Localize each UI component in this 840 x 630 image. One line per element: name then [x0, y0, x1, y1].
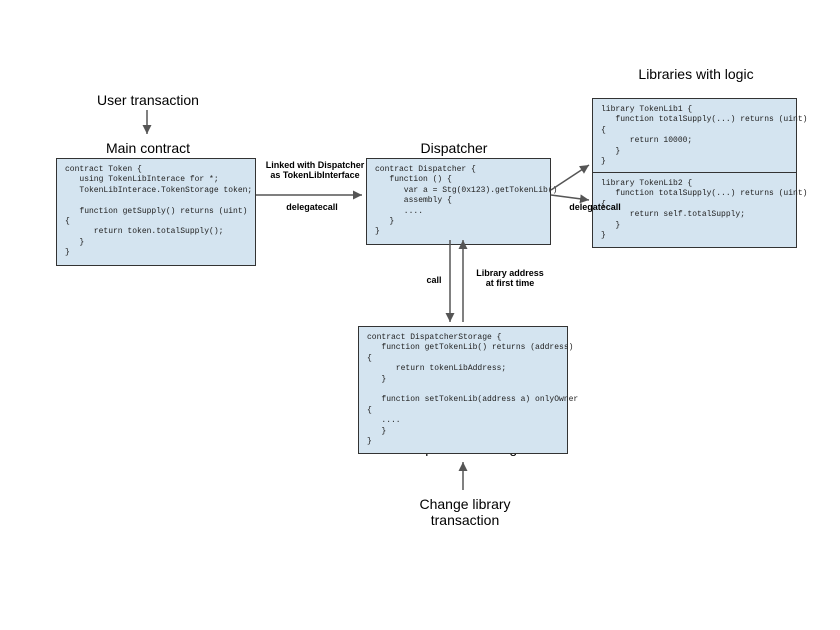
change-library-label: Change library transaction — [400, 496, 530, 528]
user-transaction-label: User transaction — [88, 92, 208, 108]
dispatcher-label: Dispatcher — [404, 140, 504, 156]
main-contract-label: Main contract — [98, 140, 198, 156]
libraries-label: Libraries with logic — [616, 66, 776, 82]
dispatcher-box: contract Dispatcher { function () { var … — [366, 158, 551, 245]
delegatecall2-label: delegatecall — [555, 202, 635, 212]
call-label: call — [419, 275, 449, 285]
main-contract-box: contract Token { using TokenLibInterace … — [56, 158, 256, 266]
dispatcher-storage-box: contract DispatcherStorage { function ge… — [358, 326, 568, 454]
lib-addr-label: Library address at first time — [470, 268, 550, 288]
library1-box: library TokenLib1 { function totalSupply… — [592, 98, 797, 174]
linked-label: Linked with Dispatcher as TokenLibInterf… — [265, 160, 365, 180]
delegatecall1-label: delegatecall — [272, 202, 352, 212]
